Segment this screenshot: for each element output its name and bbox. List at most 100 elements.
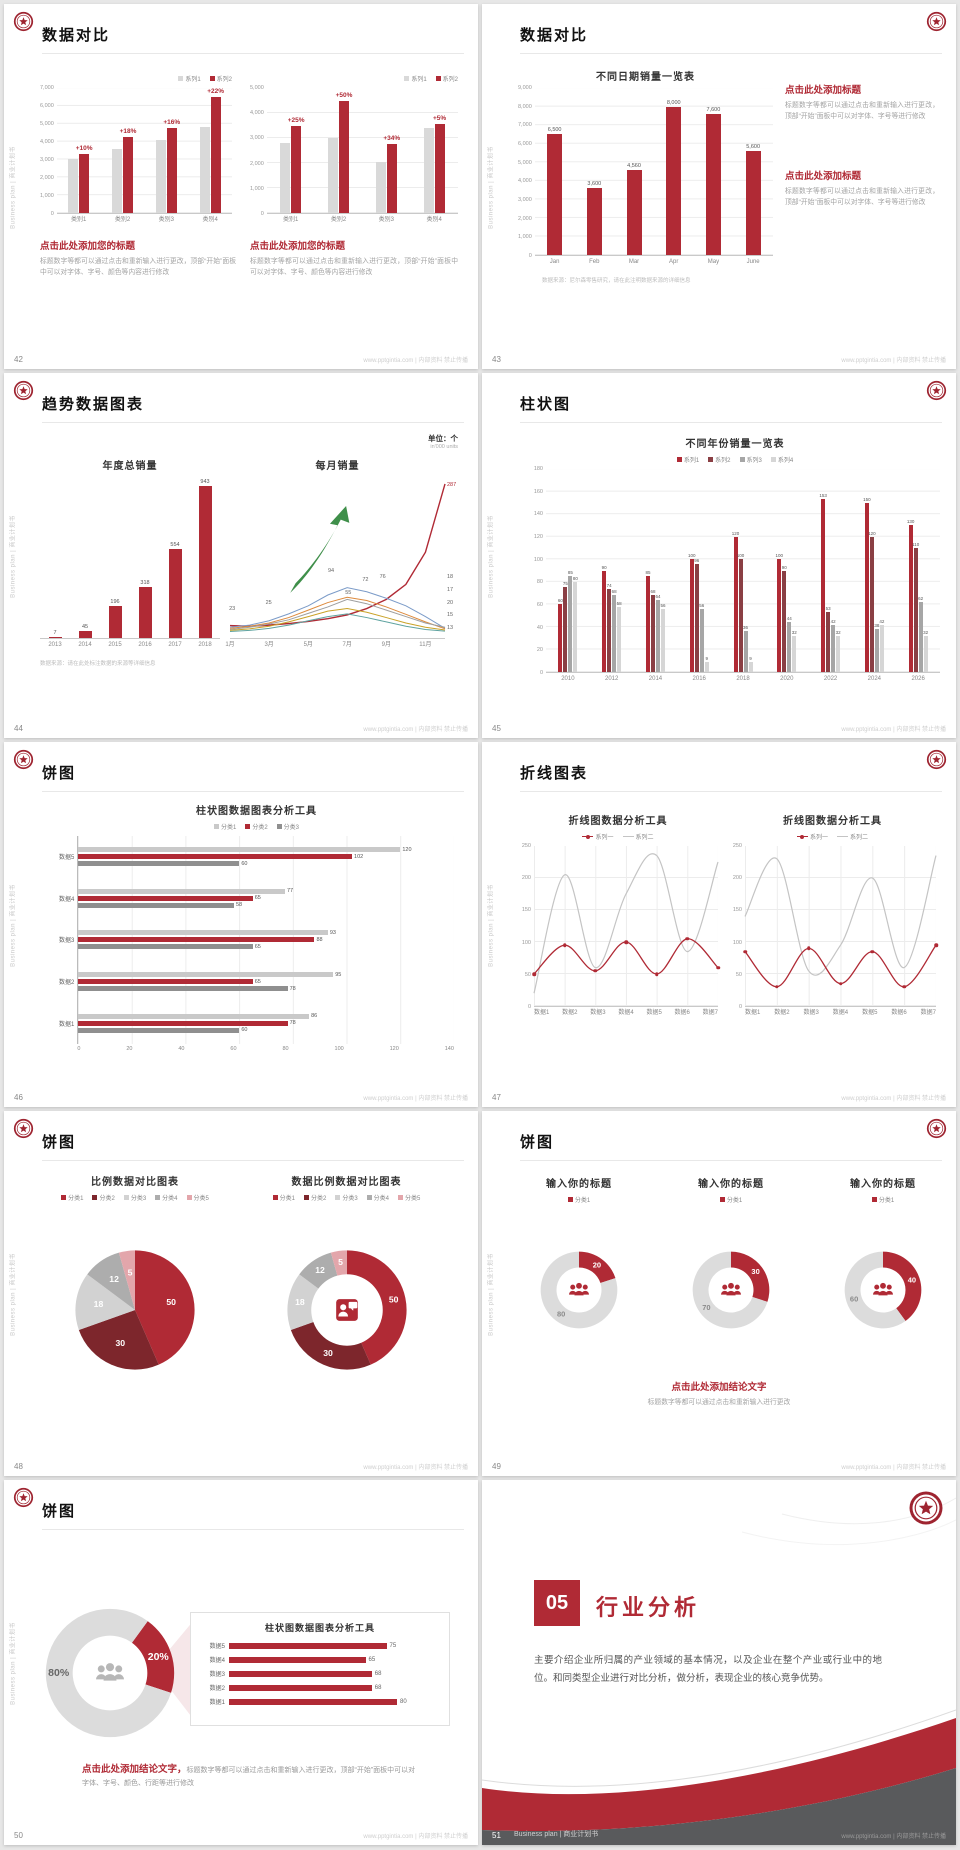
- pie-segment: [131, 1620, 175, 1693]
- bar: [78, 1020, 288, 1026]
- segment-label: 80: [557, 1310, 565, 1319]
- bar: [78, 944, 253, 950]
- bar: +50%: [336, 92, 352, 213]
- bar: 96: [694, 558, 699, 672]
- segment-label: 20%: [148, 1651, 170, 1663]
- slide-47-line-charts[interactable]: Business plan | 商业计划书 折线图表 折线图数据分析工具 系列一系…: [482, 742, 956, 1107]
- watermark-text: www.pptgintia.com | 内部资料 禁止传播: [363, 1834, 468, 1840]
- caption-body: 标题数字等都可以通过点击和重新输入进行更改，顶部“开始”面板中可以对字体、字号等…: [785, 102, 939, 121]
- bar: 85: [645, 570, 650, 672]
- bar-group: 93 88 65: [78, 930, 454, 950]
- bar-value-label: 7: [53, 629, 57, 636]
- bar-group: 120 102 60: [78, 847, 454, 867]
- bar: 56: [660, 603, 665, 672]
- legend-label: 分类2: [252, 825, 268, 831]
- chart-title: 数据比例数据对比图表: [291, 1177, 402, 1188]
- legend-item: 分类1: [719, 1195, 742, 1204]
- legend-item: 分类1: [871, 1195, 894, 1204]
- bar: 42: [831, 619, 836, 672]
- brand-logo-icon: [926, 749, 947, 770]
- slide-50-donut-analysis[interactable]: Business plan | 商业计划书 饼图 20% 80% 柱状图数据图表分…: [4, 1480, 478, 1845]
- x-axis-label: 5月: [303, 642, 313, 648]
- page-number: 47: [492, 1093, 501, 1102]
- legend-label: 分类1: [68, 1196, 84, 1202]
- brand-logo-icon: [926, 11, 947, 32]
- data-source-note: 数据来源：请在此处标注数据的来源等详细信息: [40, 661, 156, 667]
- segment-label: 18: [295, 1297, 305, 1307]
- watermark-text: www.pptgintia.com | 内部资料 禁止传播: [841, 358, 946, 364]
- plot-area: [743, 846, 938, 1007]
- bar: 100: [688, 553, 695, 672]
- segment-label: 50: [166, 1297, 176, 1307]
- legend-swatch: [435, 76, 441, 81]
- panel-bar-row: 数据2 68: [201, 1683, 439, 1692]
- legend-swatch: [582, 834, 594, 839]
- legend-item: 分类1: [567, 1195, 590, 1204]
- chart-title: 柱状图数据图表分析工具: [196, 806, 317, 817]
- caption-block: 点击此处添加您的标题 标题数字等都可以通过点击和重新输入进行更改，顶部“开始”面…: [40, 238, 236, 278]
- data-point-marker: [743, 949, 747, 954]
- x-axis-label: Mar: [628, 259, 640, 265]
- legend-item: 系列2: [209, 74, 232, 83]
- slide-49-donut-charts[interactable]: Business plan | 商业计划书 饼图 输入你的标题 分类1 20 80 输…: [482, 1111, 956, 1476]
- bar: [327, 138, 338, 213]
- bar-group: 554: [160, 477, 190, 638]
- bar-value-label: +50%: [335, 91, 353, 99]
- slide-48-pie-charts[interactable]: Business plan | 商业计划书 饼图 比例数据对比图表 分类1 分类2 分…: [4, 1111, 478, 1476]
- page-number: 51: [492, 1831, 501, 1840]
- conclusion-rest: 标题数字等都可以通过点击和重新输入进行更改，顶部“开始”面板中可以对字体、字号、…: [82, 1767, 416, 1788]
- bar-value-label: 45: [81, 623, 89, 630]
- line-series: [230, 614, 445, 632]
- bar: [78, 847, 401, 853]
- bar-group: 196: [100, 477, 130, 638]
- slide-43-data-comparison[interactable]: Business plan | 商业计划书 数据对比 不同日期销量一览表 9,00…: [482, 4, 956, 369]
- legend-swatch: [398, 1195, 404, 1200]
- slide-header: 数据对比: [42, 24, 464, 54]
- bar-group: 90 74 68 58: [590, 469, 634, 672]
- bar-value-label: 90: [601, 564, 607, 570]
- plot-area: 40 60: [814, 1209, 952, 1371]
- chart-title: 输入你的标题: [698, 1179, 764, 1190]
- bar-value-label: +34%: [383, 135, 401, 143]
- bar: [155, 139, 166, 213]
- slide-title: 饼图: [520, 1134, 555, 1151]
- data-annotation: 94: [327, 567, 335, 574]
- bar-value-label: 65: [368, 1656, 376, 1663]
- bar: 36: [743, 625, 748, 672]
- legend-swatch: [92, 1195, 98, 1200]
- slide-42-data-comparison[interactable]: Business plan | 商业计划书 数据对比 系列1 系列2 7,000 6,…: [4, 4, 478, 369]
- bar-group: 120 100 36 9: [721, 469, 765, 672]
- legend-item: 系列2: [708, 455, 731, 464]
- legend-swatch: [770, 457, 776, 462]
- plot-area: 20 80: [510, 1209, 648, 1371]
- legend-label: 系列一: [809, 835, 828, 841]
- x-axis-label: 数据3: [803, 1010, 819, 1016]
- brand-logo-icon: [13, 1487, 34, 1508]
- series-end-label: 18: [447, 573, 454, 580]
- data-point-marker: [593, 969, 598, 973]
- plot-area: 7 45 196 318 554 943: [40, 477, 220, 639]
- slide-45-column-chart[interactable]: Business plan | 商业计划书 柱状图 不同年份销量一览表 系列1 系列…: [482, 373, 956, 738]
- legend-label: 分类3: [130, 1196, 147, 1202]
- data-annotation: 76: [379, 574, 386, 581]
- chart-title: 输入你的标题: [850, 1179, 916, 1190]
- chart-title: 输入你的标题: [546, 1179, 612, 1190]
- bar: [78, 888, 285, 894]
- line-series: [230, 597, 445, 629]
- y-category-label: 数据1: [59, 1021, 75, 1028]
- sales-bar-chart: 不同日期销量一览表 9,000 8,000 7,000 6,000 5,000 4,000 3…: [518, 68, 773, 266]
- pie-segment: [75, 1274, 135, 1330]
- bar-value-label: +22%: [207, 87, 225, 95]
- legend-item: 系列一: [582, 832, 614, 841]
- slide-51-section-divider[interactable]: 05 行业分析 主要介绍企业所归属的产业领域的基本情况，以及企业在整个产业或行业…: [482, 1480, 956, 1845]
- segment-label: 12: [315, 1265, 325, 1275]
- legend-swatch: [213, 824, 219, 829]
- line-series: [230, 599, 445, 629]
- slide-46-hbar-chart[interactable]: Business plan | 商业计划书 饼图 柱状图数据图表分析工具 分类1 分…: [4, 742, 478, 1107]
- bar: 32: [836, 630, 841, 672]
- slide-44-trend-charts[interactable]: Business plan | 商业计划书 趋势数据图表 单位：个 in'000…: [4, 373, 478, 738]
- bar-group: 95 65 78: [78, 972, 454, 992]
- plot-area: +10% +18% +16% +22%: [56, 87, 232, 214]
- segment-label: 20: [593, 1260, 601, 1269]
- people-icon: [721, 1282, 741, 1296]
